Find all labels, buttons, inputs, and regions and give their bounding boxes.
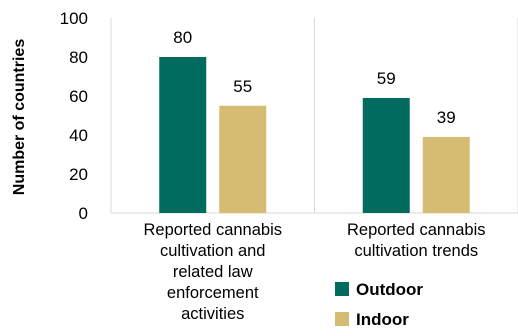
data-label: 39 <box>437 108 456 127</box>
legend-swatch-outdoor <box>335 282 349 296</box>
legend-label-outdoor: Outdoor <box>356 280 423 299</box>
category-labels: Reported cannabis cultivation and related … <box>143 221 485 323</box>
data-label: 59 <box>377 69 396 88</box>
legend-swatch-indoor <box>335 312 349 326</box>
y-tick-labels: 0 20 40 60 80 100 <box>60 9 88 223</box>
data-label: 55 <box>233 77 252 96</box>
category-label: Reported cannabis cultivation trends <box>347 221 486 260</box>
legend-label-indoor: Indoor <box>356 310 409 329</box>
y-axis-label: Number of countries <box>11 39 28 196</box>
y-tick-label: 80 <box>69 48 88 67</box>
y-tick-label: 100 <box>60 9 88 28</box>
bars <box>159 57 470 213</box>
y-tick-label: 0 <box>79 204 88 223</box>
bar-outdoor <box>362 97 410 213</box>
bar-indoor <box>422 136 470 213</box>
category-label: Reported cannabis cultivation and related … <box>143 221 282 323</box>
data-labels: 80 55 59 39 <box>173 28 455 127</box>
legend: Outdoor Indoor <box>335 280 423 329</box>
bar-indoor <box>219 105 267 213</box>
y-tick-label: 40 <box>69 126 88 145</box>
y-tick-label: 60 <box>69 87 88 106</box>
y-tick-label: 20 <box>69 165 88 184</box>
bar-outdoor <box>159 57 207 213</box>
data-label: 80 <box>173 28 192 47</box>
